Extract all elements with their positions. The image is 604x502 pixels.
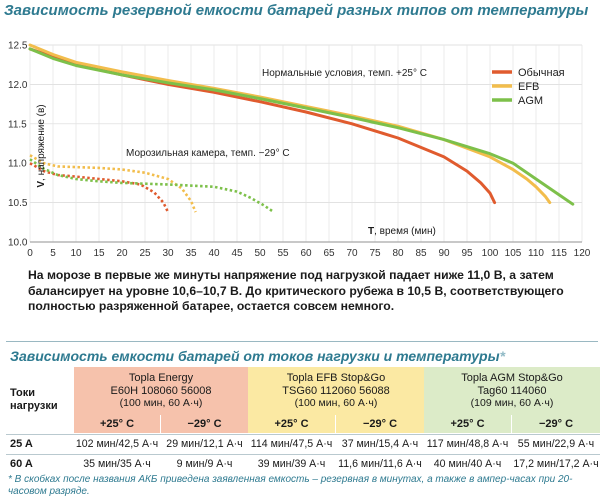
y-axis-label-bold: V — [36, 181, 47, 188]
series-line — [28, 43, 552, 205]
legend-label: EFB — [518, 81, 539, 93]
section-divider — [6, 341, 598, 342]
annotation-freezer: Морозильная камера, темп. −29° С — [126, 148, 290, 159]
group-capacity: (109 мин, 60 А·ч) — [470, 397, 554, 410]
legend-label: AGM — [518, 95, 543, 107]
x-tick-label: 85 — [415, 248, 427, 259]
table-title: Зависимость емкости батарей от токов наг… — [10, 348, 600, 364]
y-tick-label: 12.5 — [8, 41, 28, 52]
table-cell: 37 мин/15,4 А·ч — [341, 438, 419, 450]
table-cell: 17,2 мин/17,2 А·ч — [513, 458, 599, 470]
y-tick-label: 11.5 — [8, 119, 27, 130]
series-line — [29, 154, 197, 213]
y-axis-label-text: , напряжение (в) — [36, 104, 47, 181]
x-tick-label: 25 — [139, 248, 151, 259]
x-tick-label: 5 — [50, 248, 56, 259]
x-tick-label: 105 — [505, 248, 522, 259]
x-tick-label: 35 — [185, 248, 197, 259]
legend-label: Обычная — [518, 67, 565, 79]
x-tick-label: 50 — [254, 248, 266, 259]
series-line — [28, 47, 575, 206]
x-axis-label-bold: T — [368, 226, 374, 237]
series-line — [29, 158, 275, 214]
x-tick-label: 100 — [482, 248, 499, 259]
group-model: E60H 108060 56008 — [110, 384, 212, 397]
table-cell: 9 мин/9 А·ч — [176, 458, 233, 470]
row-label-60a: 60 A — [10, 458, 33, 470]
table-cell: 102 мин/42,5 А·ч — [75, 438, 159, 450]
chart-series — [28, 43, 575, 214]
x-tick-label: 70 — [346, 248, 358, 259]
group-capacity: (100 мин, 60 А·ч) — [119, 397, 203, 410]
temp-header: −29° C — [161, 415, 248, 433]
group-name: Topla EFB Stop&Go — [286, 372, 386, 385]
group-name: Topla Energy — [128, 372, 194, 385]
table-cell: 29 мин/12,1 А·ч — [166, 438, 243, 450]
x-axis-label-text: , время (мин) — [374, 226, 436, 237]
row-header-load-current: Токи нагрузки — [10, 387, 58, 412]
x-tick-label: 20 — [116, 248, 128, 259]
table-title-asterisk: * — [499, 348, 506, 364]
footnote: * В скобках после названия АКБ приведена… — [8, 474, 573, 497]
x-tick-label: 45 — [231, 248, 243, 259]
y-tick-label: 12.0 — [8, 80, 28, 91]
chart-legend: Обычная EFB AGM — [492, 67, 565, 107]
x-tick-label: 80 — [392, 248, 404, 259]
table-rule — [6, 434, 600, 435]
x-axis-label: T, время (мин) — [368, 226, 436, 237]
group-model: TSG60 112060 56088 — [282, 384, 390, 397]
group-header-agm: Topla AGM Stop&Go Tag60 114060 (109 мин, 6… — [424, 367, 600, 415]
x-tick-label: 115 — [551, 248, 567, 259]
chart-title: Зависимость резервной емкости батарей ра… — [4, 2, 589, 19]
x-tick-label: 90 — [438, 248, 450, 259]
group-model: Tag60 114060 — [477, 384, 547, 397]
temp-header: +25° C — [424, 415, 511, 433]
table-cell: 114 мин/47,5 А·ч — [250, 438, 333, 450]
x-tick-label: 0 — [27, 248, 33, 259]
x-axis-ticks: 0 5 10 15 20 25 30 35 40 45 50 55 60 65 70 75 80 85 90 95 10… — [27, 248, 591, 259]
temp-header: +25° C — [248, 415, 335, 433]
table-title-text: Зависимость емкости батарей от токов наг… — [10, 348, 500, 364]
table-rule — [6, 454, 600, 455]
description-paragraph: На морозе в первые же минуты напряжение … — [28, 268, 564, 313]
y-tick-label: 10.0 — [8, 238, 28, 249]
x-tick-label: 75 — [369, 248, 381, 259]
group-header-efb: Topla EFB Stop&Go TSG60 112060 56088 (100 … — [248, 367, 424, 415]
temp-header: +25° C — [74, 415, 160, 433]
group-capacity: (100 мин, 60 А·ч) — [294, 397, 378, 410]
x-tick-label: 60 — [300, 248, 312, 259]
voltage-time-chart: 10.0 10.5 11.0 11.5 12.0 12.5 0 5 10 15 20 25 30 35 4… — [8, 41, 591, 260]
x-tick-label: 120 — [574, 248, 591, 259]
table-cell: 55 мин/22,9 А·ч — [517, 438, 595, 450]
x-tick-label: 40 — [208, 248, 220, 259]
x-tick-label: 95 — [461, 248, 473, 259]
table-cell: 39 мин/39 А·ч — [257, 458, 326, 470]
y-tick-label: 10.5 — [8, 198, 28, 209]
temp-header: −29° C — [512, 415, 600, 433]
y-axis-label: V, напряжение (в) — [36, 104, 47, 187]
table-cell: 117 мин/48,8 А·ч — [426, 438, 509, 450]
x-tick-label: 65 — [323, 248, 335, 259]
row-label-25a: 25 A — [10, 438, 33, 450]
table-cell: 40 мин/40 А·ч — [433, 458, 502, 470]
x-tick-label: 10 — [70, 248, 82, 259]
y-tick-label: 11.0 — [8, 159, 27, 170]
table-cell: 11,6 мин/11,6 А·ч — [338, 458, 422, 470]
x-tick-label: 110 — [528, 248, 544, 259]
temp-header: −29° C — [336, 415, 424, 433]
annotation-normal: Нормальные условия, темп. +25° С — [262, 68, 427, 79]
table-cell: 35 мин/35 А·ч — [83, 458, 151, 470]
x-tick-label: 30 — [162, 248, 174, 259]
x-tick-label: 55 — [277, 248, 289, 259]
group-header-energy: Topla Energy E60H 108060 56008 (100 мин, 6… — [74, 367, 248, 415]
group-name: Topla AGM Stop&Go — [461, 372, 563, 385]
series-line — [29, 162, 170, 213]
y-axis-ticks: 10.0 10.5 11.0 11.5 12.0 12.5 — [8, 41, 28, 249]
x-tick-label: 15 — [93, 248, 105, 259]
